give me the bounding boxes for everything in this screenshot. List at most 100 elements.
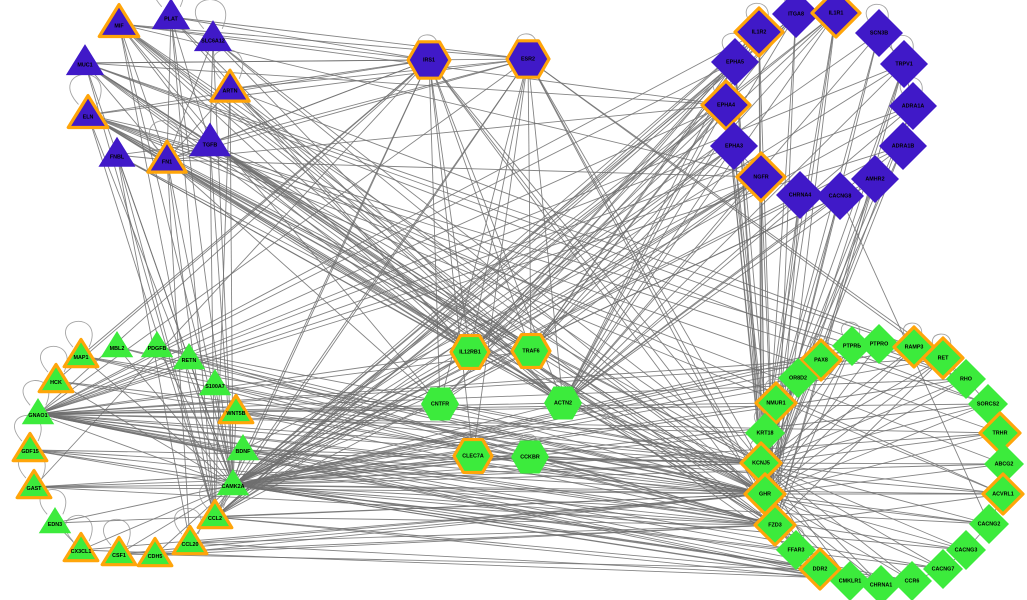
node-diamond-shape[interactable] (921, 336, 965, 380)
node-triangle-shape[interactable] (146, 139, 188, 174)
node-diamond-shape[interactable] (946, 359, 986, 399)
node-triangle-shape[interactable] (140, 331, 174, 358)
edge (166, 159, 471, 353)
node-hexagon-shape[interactable] (544, 386, 582, 420)
edge (37, 413, 821, 570)
node-hexagon-shape[interactable] (406, 40, 452, 80)
edge (469, 12, 837, 353)
edge (166, 58, 529, 161)
node-triangle-shape[interactable] (151, 0, 191, 30)
edge (37, 413, 766, 434)
edge (189, 524, 776, 544)
node-diamond-shape[interactable] (889, 82, 937, 130)
node-diamond-shape[interactable] (851, 155, 899, 203)
node-triangle-shape[interactable] (65, 44, 105, 76)
edge (764, 493, 913, 582)
node-diamond-shape[interactable] (969, 504, 1009, 544)
node-triangle-shape[interactable] (15, 468, 53, 500)
node-hexagon-shape[interactable] (449, 333, 491, 371)
node-diamond-shape[interactable] (880, 40, 928, 88)
node-diamond-shape[interactable] (892, 561, 932, 600)
node-triangle-shape[interactable] (217, 393, 255, 425)
node-diamond-shape[interactable] (946, 530, 986, 570)
node-diamond-shape[interactable] (754, 381, 798, 425)
network-node[interactable]: MIF (97, 3, 141, 39)
node-diamond-shape[interactable] (859, 324, 899, 364)
network-node[interactable]: CCL2 (196, 498, 234, 530)
node-diamond-shape[interactable] (700, 79, 752, 131)
network-node[interactable]: MUC1 (65, 44, 105, 76)
node-triangle-shape[interactable] (216, 469, 250, 496)
network-node[interactable]: HCK (37, 362, 75, 394)
node-diamond-shape[interactable] (879, 122, 927, 170)
node-diamond-shape[interactable] (710, 122, 758, 170)
network-node[interactable]: GNAO1 (21, 398, 55, 425)
node-diamond-shape[interactable] (745, 413, 785, 453)
node-diamond-shape[interactable] (772, 0, 820, 38)
node-diamond-shape[interactable] (830, 561, 870, 600)
node-triangle-shape[interactable] (226, 434, 260, 461)
network-node[interactable]: PLAT (151, 0, 191, 30)
node-triangle-shape[interactable] (38, 507, 72, 534)
node-diamond-shape[interactable] (981, 472, 1025, 516)
node-diamond-shape[interactable] (832, 326, 872, 366)
node-triangle-shape[interactable] (196, 498, 234, 530)
node-diamond-shape[interactable] (798, 547, 842, 591)
network-node[interactable]: ARTN (209, 68, 251, 103)
node-triangle-shape[interactable] (193, 20, 233, 52)
edge (209, 142, 766, 495)
node-hexagon-shape[interactable] (510, 332, 552, 370)
node-triangle-shape[interactable] (21, 398, 55, 425)
node-triangle-shape[interactable] (11, 431, 49, 463)
node-triangle-shape[interactable] (189, 122, 231, 157)
node-diamond-shape[interactable] (778, 358, 818, 398)
network-node[interactable]: ESR2 (505, 39, 551, 79)
network-node[interactable]: CLEC7A (452, 437, 494, 475)
node-hexagon-shape[interactable] (505, 39, 551, 79)
node-diamond-shape[interactable] (816, 172, 864, 220)
node-diamond-shape[interactable] (810, 0, 862, 39)
node-diamond-shape[interactable] (711, 38, 759, 86)
network-node[interactable]: IL12RB1 (449, 333, 491, 371)
network-node[interactable]: IRS1 (406, 40, 452, 80)
node-hexagon-shape[interactable] (421, 387, 459, 421)
node-triangle-shape[interactable] (198, 369, 232, 396)
self-loop-edge (195, 0, 227, 30)
node-diamond-shape[interactable] (753, 503, 797, 547)
node-triangle-shape[interactable] (100, 331, 134, 358)
edge (116, 346, 766, 495)
edge (33, 462, 762, 488)
node-diamond-shape[interactable] (735, 151, 787, 203)
node-diamond-shape[interactable] (923, 549, 963, 589)
node-triangle-shape[interactable] (100, 535, 138, 567)
node-hexagon-shape[interactable] (511, 440, 549, 474)
node-triangle-shape[interactable] (209, 68, 251, 103)
network-node[interactable]: TRAF6 (510, 332, 552, 370)
node-triangle-shape[interactable] (172, 343, 206, 370)
node-diamond-shape[interactable] (861, 565, 901, 600)
node-triangle-shape[interactable] (62, 337, 100, 369)
node-triangle-shape[interactable] (66, 94, 110, 130)
node-hexagon-shape[interactable] (452, 437, 494, 475)
node-triangle-shape[interactable] (97, 3, 141, 39)
edge (214, 61, 736, 518)
node-diamond-shape[interactable] (733, 6, 785, 58)
node-diamond-shape[interactable] (799, 338, 843, 382)
network-node[interactable]: MAP1 (62, 337, 100, 369)
node-triangle-shape[interactable] (62, 531, 100, 563)
network-node[interactable]: SLC6A12 (193, 20, 233, 52)
node-triangle-shape[interactable] (98, 136, 136, 167)
node-triangle-shape[interactable] (136, 536, 174, 568)
node-diamond-shape[interactable] (776, 530, 816, 570)
edge (214, 493, 766, 518)
node-diamond-shape[interactable] (855, 9, 903, 57)
node-triangle-shape[interactable] (171, 524, 209, 556)
node-diamond-shape[interactable] (984, 444, 1024, 484)
node-triangle-shape[interactable] (37, 362, 75, 394)
edge (189, 542, 913, 582)
nodes-layer[interactable]: MIFPLATSLC6A12MUC1ARTNELNFNBLFN1TGFBIRS1… (11, 0, 1025, 600)
node-diamond-shape[interactable] (776, 171, 824, 219)
network-node[interactable]: GDF15 (11, 431, 49, 463)
